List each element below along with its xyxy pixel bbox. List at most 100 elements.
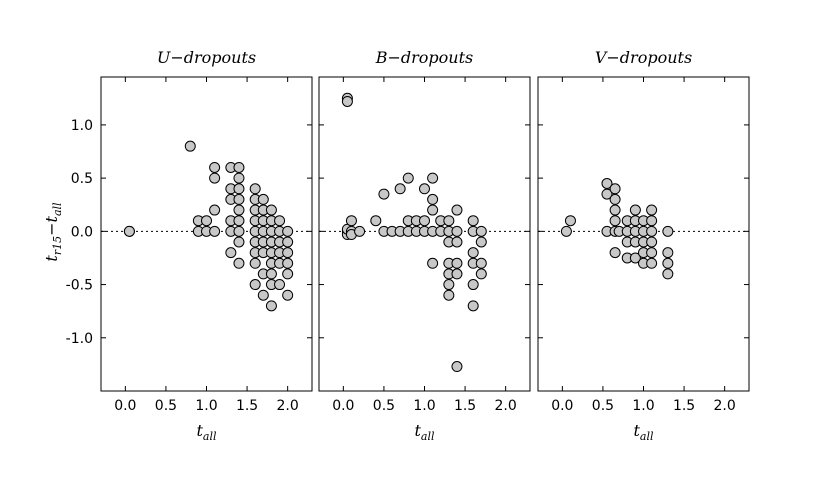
data-point xyxy=(601,177,613,189)
data-point xyxy=(233,172,245,184)
panel-title: U−dropouts xyxy=(157,48,256,67)
x-tick-label: 1.0 xyxy=(632,398,654,414)
data-point xyxy=(233,236,245,248)
y-tick-label: 1.0 xyxy=(71,118,93,134)
data-point xyxy=(475,225,487,237)
data-point xyxy=(274,215,286,227)
data-point xyxy=(282,268,294,280)
data-point xyxy=(209,204,221,216)
data-point xyxy=(467,247,479,259)
data-point xyxy=(609,183,621,195)
x-tick-label: 1.0 xyxy=(195,398,217,414)
data-point xyxy=(265,204,277,216)
data-point xyxy=(345,215,357,227)
data-point xyxy=(662,257,674,269)
y-label-minus: − xyxy=(42,222,61,235)
data-point xyxy=(282,225,294,237)
y-tick-label: 0.5 xyxy=(71,171,93,187)
data-point xyxy=(646,225,658,237)
x-tick-label: 0.5 xyxy=(373,398,395,414)
x-tick-label: 1.0 xyxy=(413,398,435,414)
data-point xyxy=(427,257,439,269)
data-point xyxy=(282,289,294,301)
data-point xyxy=(184,140,196,152)
data-point xyxy=(646,204,658,216)
data-point xyxy=(209,161,221,173)
y-label-main2: t xyxy=(42,215,61,222)
data-point xyxy=(257,193,269,205)
data-point xyxy=(564,215,576,227)
data-point xyxy=(427,172,439,184)
data-point xyxy=(451,225,463,237)
panel-3: V−dropouts 0.0 0.5 1.0 1.5 2.0 tall xyxy=(537,48,750,443)
data-point xyxy=(209,172,221,184)
data-point xyxy=(123,225,135,237)
panel-title: B−dropouts xyxy=(375,48,474,67)
x-label-sub: all xyxy=(640,430,654,443)
data-point xyxy=(370,215,382,227)
x-tick-label: 2.0 xyxy=(277,398,299,414)
data-point xyxy=(662,225,674,237)
data-point xyxy=(662,268,674,280)
data-point xyxy=(451,361,463,373)
panel-2: B−dropouts 0.0 0.5 1.0 1.5 2.0 tall xyxy=(318,48,531,443)
data-point xyxy=(609,247,621,259)
data-point xyxy=(282,247,294,259)
data-point xyxy=(378,188,390,200)
data-point xyxy=(419,215,430,227)
data-point xyxy=(475,268,487,280)
y-label-main: t xyxy=(42,255,61,262)
data-point xyxy=(443,289,455,301)
data-point xyxy=(402,172,414,184)
data-point xyxy=(467,300,479,312)
x-tick-label: 0.5 xyxy=(155,398,177,414)
data-point xyxy=(609,193,621,205)
data-point xyxy=(609,204,621,216)
data-point xyxy=(209,225,221,237)
data-point xyxy=(249,279,261,291)
data-point xyxy=(282,236,294,248)
data-point xyxy=(427,204,439,216)
x-tick-label: 0.5 xyxy=(592,398,614,414)
x-tick-label: 2.0 xyxy=(495,398,517,414)
data-point xyxy=(629,252,641,264)
data-point xyxy=(443,215,455,227)
data-point xyxy=(233,183,245,195)
data-point xyxy=(233,193,245,205)
data-point xyxy=(601,188,613,200)
y-tick-label: -0.5 xyxy=(66,278,93,294)
data-point xyxy=(274,279,286,291)
data-point xyxy=(467,279,479,291)
x-axis-label: tall xyxy=(196,421,217,443)
x-tick-label: 1.5 xyxy=(454,398,476,414)
data-point xyxy=(443,279,455,291)
data-point xyxy=(646,236,658,248)
data-point xyxy=(354,225,366,237)
data-point xyxy=(233,225,245,237)
x-tick-label: 2.0 xyxy=(714,398,736,414)
data-point xyxy=(467,215,479,227)
data-point xyxy=(201,215,212,227)
x-tick-label: 0.0 xyxy=(551,398,573,414)
data-point xyxy=(427,193,439,205)
data-point xyxy=(560,225,572,237)
data-point xyxy=(646,247,658,259)
data-point xyxy=(662,247,674,259)
x-axis-label: tall xyxy=(633,421,654,443)
data-point xyxy=(646,215,658,227)
data-point xyxy=(419,183,430,195)
y-tick-label: 0.0 xyxy=(71,224,93,240)
data-point xyxy=(225,247,237,259)
data-point xyxy=(646,257,658,269)
data-point xyxy=(233,215,245,227)
x-label-main: t xyxy=(414,421,421,440)
data-point xyxy=(249,257,261,269)
y-label-sub2: all xyxy=(51,202,64,216)
data-point xyxy=(451,236,463,248)
data-point xyxy=(475,257,487,269)
data-point xyxy=(265,268,277,280)
data-point xyxy=(282,257,294,269)
data-point xyxy=(257,289,269,301)
y-tick-label: -1.0 xyxy=(66,331,93,347)
data-point xyxy=(475,236,487,248)
